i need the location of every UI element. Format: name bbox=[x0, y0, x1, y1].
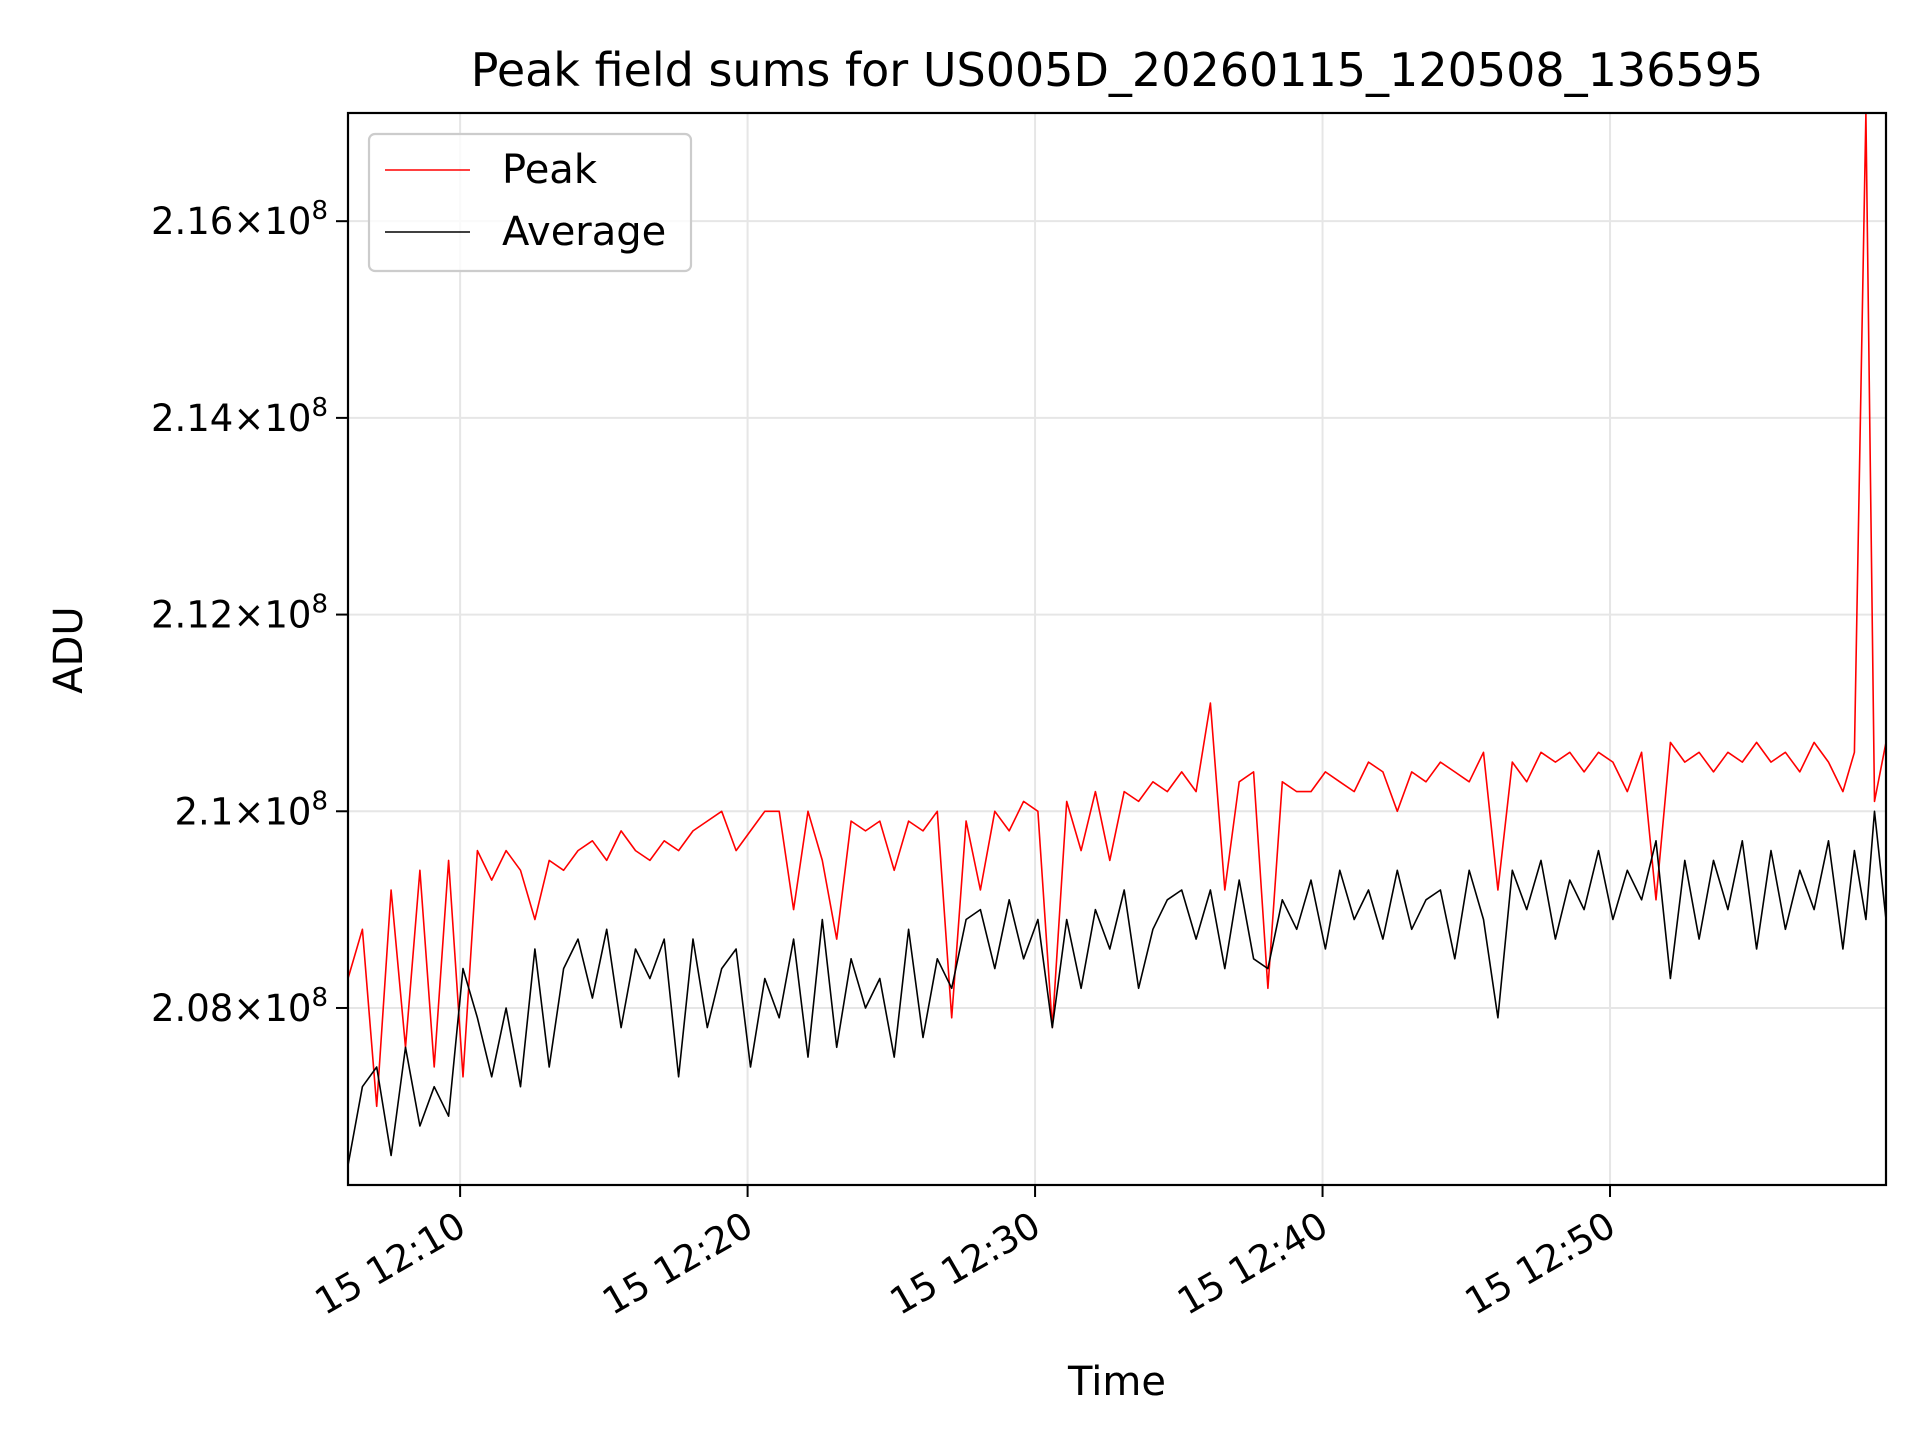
y-tick-exponent: 8 bbox=[311, 786, 328, 816]
y-tick-label: 2.1×108 bbox=[175, 786, 328, 833]
y-tick-label: 2.14×108 bbox=[151, 393, 328, 440]
y-tick-label: 2.16×108 bbox=[151, 196, 328, 243]
y-tick-label: 2.12×108 bbox=[151, 590, 328, 637]
y-tick-mantissa: 2.08 bbox=[151, 987, 233, 1030]
y-tick-mantissa: 2.1 bbox=[175, 790, 234, 833]
legend-box bbox=[367, 132, 693, 273]
y-tick-exponent: 8 bbox=[311, 590, 328, 620]
series-lines bbox=[348, 113, 1886, 1166]
chart-title: Peak field sums for US005D_20260115_1205… bbox=[471, 43, 1764, 97]
x-axis-title: Time bbox=[1067, 1359, 1166, 1405]
legend-peak-label: Peak bbox=[502, 147, 598, 193]
y-tick-exponent: 8 bbox=[311, 393, 328, 423]
grid-lines bbox=[348, 113, 1886, 1185]
y-tick-exponent: 8 bbox=[311, 983, 328, 1013]
y-tick-mantissa: 2.12 bbox=[151, 594, 233, 637]
y-axis-title: ADU bbox=[46, 606, 92, 693]
plot-frame bbox=[346, 111, 1888, 1187]
y-tick-mantissa: 2.16 bbox=[151, 200, 233, 243]
legend-average-label: Average bbox=[502, 209, 666, 255]
series-line-average bbox=[348, 810, 1886, 1166]
y-tick-mantissa: 2.14 bbox=[151, 397, 233, 440]
y-axis: 2.08×108 2.1×108 2.12×108 2.14×108 2.16×108 bbox=[151, 196, 348, 1030]
series-line-peak bbox=[348, 113, 1886, 1108]
legend: Peak Average bbox=[367, 132, 693, 273]
y-tick-label: 2.08×108 bbox=[151, 983, 328, 1030]
y-tick-exponent: 8 bbox=[311, 196, 328, 226]
